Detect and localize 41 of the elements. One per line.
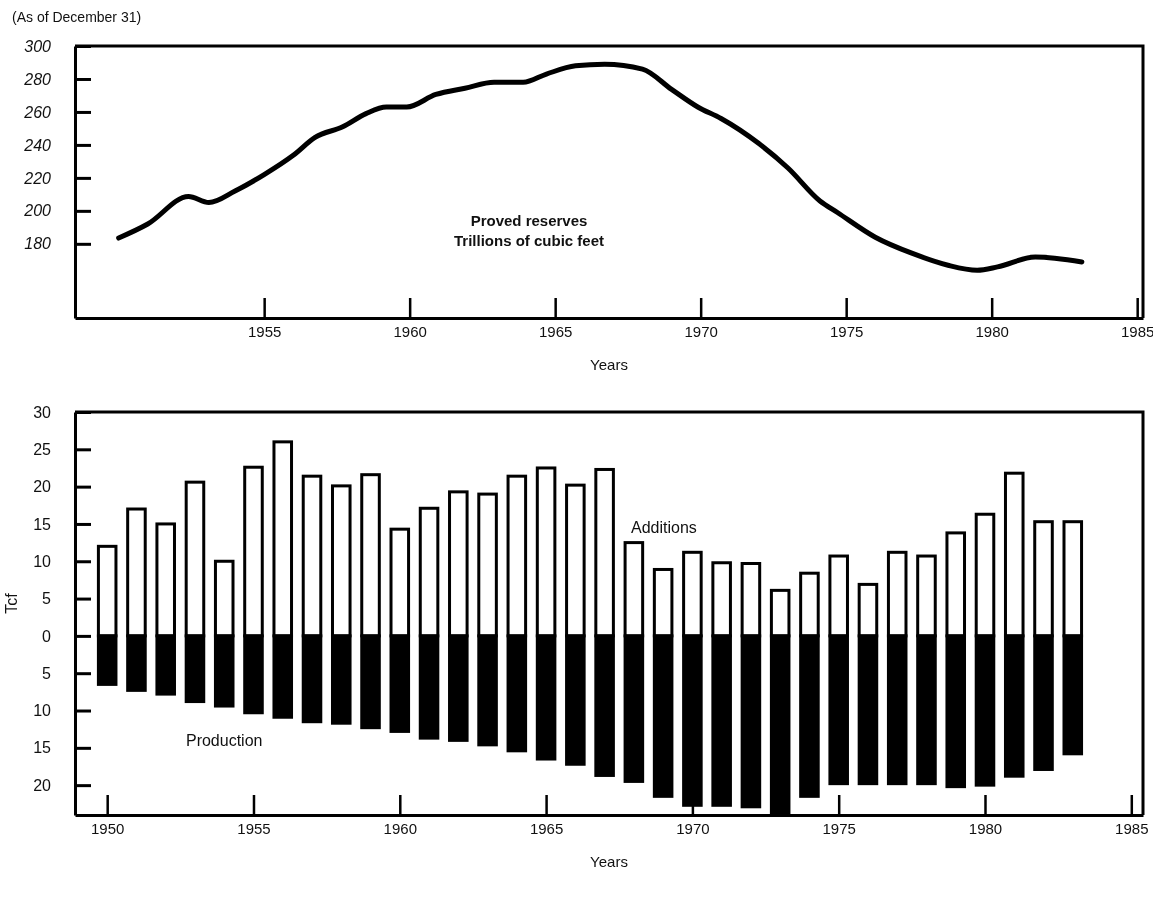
x-tick-label: 1975 xyxy=(829,322,864,340)
x-tick-label: 1965 xyxy=(529,819,564,837)
x-tick-label: 1955 xyxy=(247,322,282,340)
y-tick-label: 25 xyxy=(33,440,52,458)
x-tick-label: 1970 xyxy=(676,819,710,837)
annotation: Proved reserves xyxy=(470,212,588,229)
y-tick-label: 280 xyxy=(23,70,52,88)
y-tick-label: 20 xyxy=(33,776,52,794)
x-tick-label: 1980 xyxy=(975,322,1009,340)
x-tick-label: 1960 xyxy=(383,819,417,837)
x-tick-label: 1980 xyxy=(968,819,1003,837)
x-axis-title: Years xyxy=(590,853,628,870)
x-tick-label: 1955 xyxy=(237,819,271,837)
x-tick-label: 1985 xyxy=(1120,322,1153,340)
chart-subtitle: (As of December 31) xyxy=(12,9,142,25)
y-tick-label: 240 xyxy=(23,136,52,154)
y-tick-label: 260 xyxy=(23,103,52,121)
y-axis-title: Tcf xyxy=(3,592,20,614)
y-tick-label: 5 xyxy=(42,664,52,682)
series-label: Production xyxy=(185,732,263,750)
y-tick-label: 10 xyxy=(33,702,52,720)
x-tick-label: 1950 xyxy=(91,819,125,837)
y-tick-label: 300 xyxy=(24,37,52,55)
y-tick-label: 10 xyxy=(33,552,52,570)
y-tick-label: 20 xyxy=(33,478,52,496)
annotation: Trillions of cubic feet xyxy=(453,232,605,249)
x-tick-label: 1960 xyxy=(393,322,427,340)
y-tick-label: 15 xyxy=(33,739,52,757)
y-tick-label: 15 xyxy=(33,515,52,533)
series-label: Additions xyxy=(630,518,697,536)
y-tick-label: 220 xyxy=(23,169,52,187)
y-tick-label: 180 xyxy=(24,235,52,253)
x-tick-label: 1985 xyxy=(1115,819,1149,837)
x-tick-label: 1970 xyxy=(684,322,718,340)
y-tick-label: 200 xyxy=(23,202,52,220)
y-tick-label: 5 xyxy=(42,590,52,608)
y-tick-label: 30 xyxy=(33,403,52,421)
x-axis-title: Years xyxy=(590,356,628,373)
y-tick-label: 0 xyxy=(42,627,52,645)
x-tick-label: 1965 xyxy=(538,322,573,340)
x-tick-label: 1975 xyxy=(822,819,856,837)
